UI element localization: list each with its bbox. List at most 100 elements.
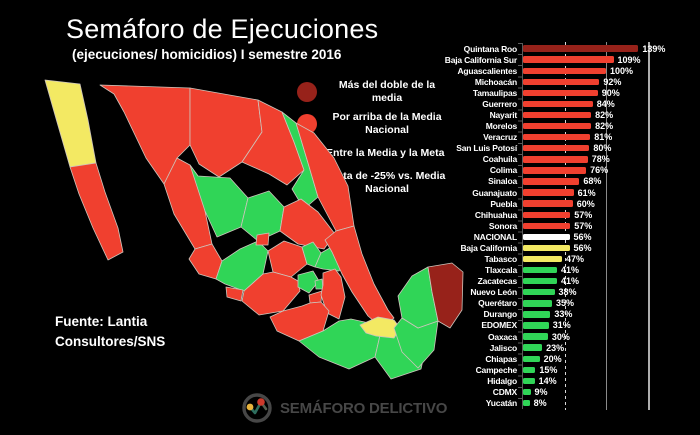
state-value-label: 81% (594, 132, 613, 143)
state-label: Nuevo León (470, 287, 517, 298)
map-state (44, 79, 97, 168)
state-value-label: 20% (543, 353, 562, 364)
state-label: Guerrero (482, 98, 517, 109)
state-value-label: 82% (595, 121, 614, 132)
state-label: CDMX (492, 386, 517, 397)
mexico-map (44, 79, 464, 380)
state-bar (523, 355, 540, 362)
state-label: Jalisco (489, 342, 518, 353)
state-bar (523, 289, 555, 296)
state-value-label: 30% (551, 331, 570, 342)
state-label: Tamaulipas (472, 87, 517, 98)
state-value-label: 41% (561, 265, 580, 276)
chart-row: Zacatecas 41% (438, 276, 698, 287)
state-label: Aguascalientes (457, 65, 517, 76)
chart-rows: Quintana Roo 139% Baja California Sur 10… (438, 43, 698, 409)
map-state (225, 286, 244, 302)
state-value-label: 33% (554, 309, 573, 320)
footer-logo-text: SEMÁFORO DELICTIVO (280, 399, 448, 417)
chart-row: Guanajuato 61% (438, 187, 698, 198)
chart-row: Aguascalientes 100% (438, 65, 698, 76)
state-value-label: 14% (538, 375, 557, 386)
chart-row: Nayarit 82% (438, 109, 698, 120)
state-label: Tlaxcala (485, 265, 517, 276)
state-bar (523, 266, 557, 274)
map-state (320, 268, 346, 320)
state-label: Coahuila (482, 154, 517, 165)
chart-row: Michoacán 92% (438, 76, 698, 87)
state-value-label: 23% (546, 342, 565, 353)
chart-row: Tabasco 47% (438, 253, 698, 264)
chart-row: EDOMEX 31% (438, 320, 698, 331)
state-value-label: 15% (539, 364, 558, 375)
chart-row: Baja California 56% (438, 242, 698, 253)
legend-item-label: Más del doble de la media (338, 79, 436, 104)
chart-row: NACIONAL 56% (438, 231, 698, 242)
state-bar (523, 244, 570, 252)
state-value-label: 8% (533, 398, 547, 409)
state-value-label: 68% (583, 176, 602, 187)
chart-row: Veracruz 81% (438, 132, 698, 143)
map-state (427, 262, 464, 329)
state-bar (523, 277, 557, 285)
source-line-1: Fuente: Lantia (55, 314, 148, 329)
state-label: NACIONAL (473, 231, 517, 242)
state-value-label: 56% (573, 231, 592, 242)
chart-row: Tamaulipas 90% (438, 87, 698, 98)
state-bar (523, 322, 549, 329)
legend-item-label: Entre la Media y la Meta (326, 147, 445, 160)
state-label: Quintana Roo (463, 43, 518, 54)
state-label: Colima (489, 165, 517, 176)
state-label: Baja California Sur (444, 54, 517, 65)
state-bar (523, 333, 548, 340)
map-state (188, 243, 223, 280)
state-bar (523, 222, 571, 229)
state-label: Hidalgo (487, 375, 517, 386)
state-bar (523, 167, 587, 174)
state-value-label: 47% (566, 254, 585, 265)
chart-row: Hidalgo 14% (438, 375, 698, 386)
state-bar (523, 178, 580, 185)
state-label: Baja California (460, 242, 517, 253)
state-bar (523, 255, 562, 263)
map-state (267, 240, 308, 278)
chart-row: Colima 76% (438, 165, 698, 176)
chart-row: Morelos 82% (438, 121, 698, 132)
map-state (308, 290, 323, 304)
state-value-label: 109% (617, 54, 641, 65)
page-title: Semáforo de Ejecuciones (66, 14, 379, 44)
state-label: Nayarit (489, 110, 518, 120)
map-state (69, 162, 124, 261)
state-bar (523, 78, 600, 85)
state-label: Yucatán (485, 398, 517, 409)
chart-row: Oaxaca 30% (438, 331, 698, 342)
state-bar (523, 45, 639, 52)
state-label: Oaxaca (487, 331, 517, 342)
semaforo-delictivo-icon (242, 393, 272, 423)
chart-row: Chiapas 20% (438, 353, 698, 364)
state-label: Michoacán (474, 76, 517, 87)
map-state (314, 278, 324, 290)
state-value-label: 92% (603, 76, 622, 87)
map-state (297, 270, 320, 294)
state-label: Morelos (485, 121, 517, 132)
state-value-label: 139% (642, 43, 666, 54)
chart-row: San Luis Potosí 80% (438, 143, 698, 154)
state-bar (523, 145, 590, 152)
state-bar (523, 56, 614, 63)
state-bar (523, 311, 551, 318)
legend-item: Más del doble de la media (297, 79, 457, 104)
legend-item-label: Por arriba de la Media Nacional (332, 111, 442, 136)
state-value-label: 38% (558, 287, 577, 298)
state-label: Durango (483, 309, 517, 320)
state-value-label: 100% (610, 65, 634, 76)
state-bar (523, 388, 531, 396)
state-bar (523, 344, 543, 351)
state-value-label: 31% (552, 320, 571, 331)
state-bar (523, 122, 592, 130)
chart-row: Chihuahua 57% (438, 209, 698, 220)
gridline-150 (647, 42, 650, 410)
state-bar (523, 89, 598, 97)
map-state (241, 271, 301, 316)
